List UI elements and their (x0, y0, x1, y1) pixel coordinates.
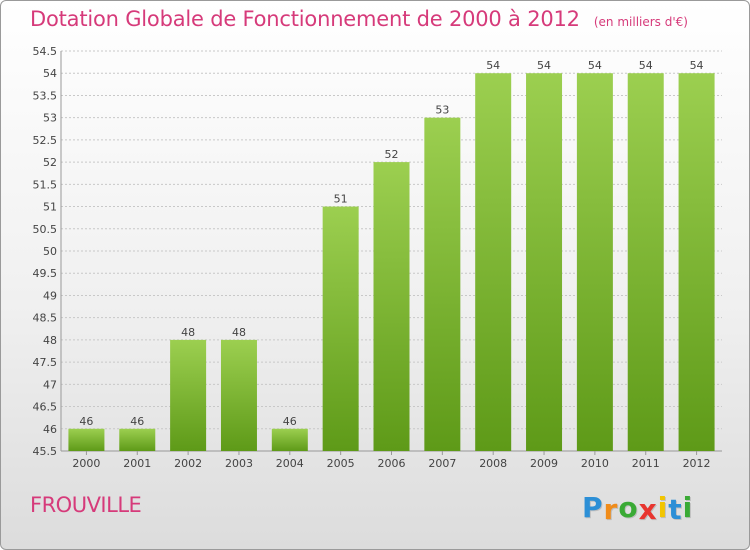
data-label-2005: 51 (334, 193, 348, 206)
x-tick-label-2011: 2011 (632, 457, 660, 470)
x-tick-label-2002: 2002 (174, 457, 202, 470)
x-tick-label-2010: 2010 (581, 457, 609, 470)
x-tick-label-2007: 2007 (428, 457, 456, 470)
data-label-2012: 54 (690, 59, 704, 72)
data-label-2002: 48 (181, 326, 195, 339)
data-label-2008: 54 (486, 59, 500, 72)
bar-2001 (119, 428, 156, 451)
chart-title: Dotation Globale de Fonctionnement de 20… (30, 7, 580, 31)
x-tick-label-2012: 2012 (683, 457, 711, 470)
logo-letter: t (668, 493, 683, 526)
y-tick-label: 45.5 (33, 445, 58, 458)
y-tick-label: 49.5 (33, 267, 58, 280)
bar-2011 (627, 73, 664, 451)
data-label-2001: 46 (130, 415, 144, 428)
logo-letter: i (657, 491, 669, 524)
bar-2008 (475, 73, 512, 451)
y-tick-label: 54 (43, 67, 57, 80)
y-tick-label: 53 (43, 112, 57, 125)
logo-letter: o (618, 491, 639, 524)
y-tick-label: 50 (43, 245, 57, 258)
data-label-2000: 46 (79, 415, 93, 428)
proxiti-logo: Proxiti (582, 491, 694, 526)
y-tick-label: 50.5 (33, 223, 58, 236)
data-label-2004: 46 (283, 415, 297, 428)
y-tick-label: 48 (43, 334, 57, 347)
logo-letter: x (638, 493, 658, 526)
x-tick-label-2008: 2008 (479, 457, 507, 470)
data-label-2007: 53 (435, 104, 449, 117)
x-tick-label-2003: 2003 (225, 457, 253, 470)
logo-letter: r (603, 493, 619, 526)
y-tick-label: 52 (43, 156, 57, 169)
y-tick-label: 51 (43, 201, 57, 214)
bar-2010 (576, 73, 613, 451)
y-tick-label: 48.5 (33, 312, 58, 325)
y-tick-label: 54.5 (33, 45, 58, 58)
chart-title-row: Dotation Globale de Fonctionnement de 20… (30, 7, 688, 31)
bar-2006 (373, 162, 410, 451)
bar-2003 (220, 339, 257, 451)
x-tick-label-2009: 2009 (530, 457, 558, 470)
y-tick-label: 51.5 (33, 178, 58, 191)
data-label-2009: 54 (537, 59, 551, 72)
data-label-2011: 54 (639, 59, 653, 72)
y-tick-label: 52.5 (33, 134, 58, 147)
x-tick-label-2005: 2005 (327, 457, 355, 470)
x-tick-label-2006: 2006 (378, 457, 406, 470)
bar-2004 (271, 428, 308, 451)
y-tick-label: 47.5 (33, 356, 58, 369)
bar-2005 (322, 206, 359, 451)
bar-2007 (424, 117, 461, 452)
bar-2002 (170, 339, 207, 451)
y-tick-label: 47 (43, 378, 57, 391)
y-tick-label: 46.5 (33, 401, 58, 414)
logo-letter: P (582, 491, 604, 524)
data-label-2006: 52 (385, 148, 399, 161)
data-label-2010: 54 (588, 59, 602, 72)
y-tick-label: 49 (43, 289, 57, 302)
bar-2009 (526, 73, 563, 451)
bar-2000 (68, 428, 105, 451)
bar-2012 (678, 73, 715, 451)
commune-name: FROUVILLE (30, 493, 142, 517)
chart-unit: (en milliers d'€) (593, 15, 688, 29)
x-tick-label-2004: 2004 (276, 457, 304, 470)
x-tick-label-2001: 2001 (123, 457, 151, 470)
y-tick-label: 53.5 (33, 89, 58, 102)
y-tick-label: 46 (43, 423, 57, 436)
data-label-2003: 48 (232, 326, 246, 339)
logo-letter: i (682, 491, 694, 524)
x-tick-label-2000: 2000 (72, 457, 100, 470)
